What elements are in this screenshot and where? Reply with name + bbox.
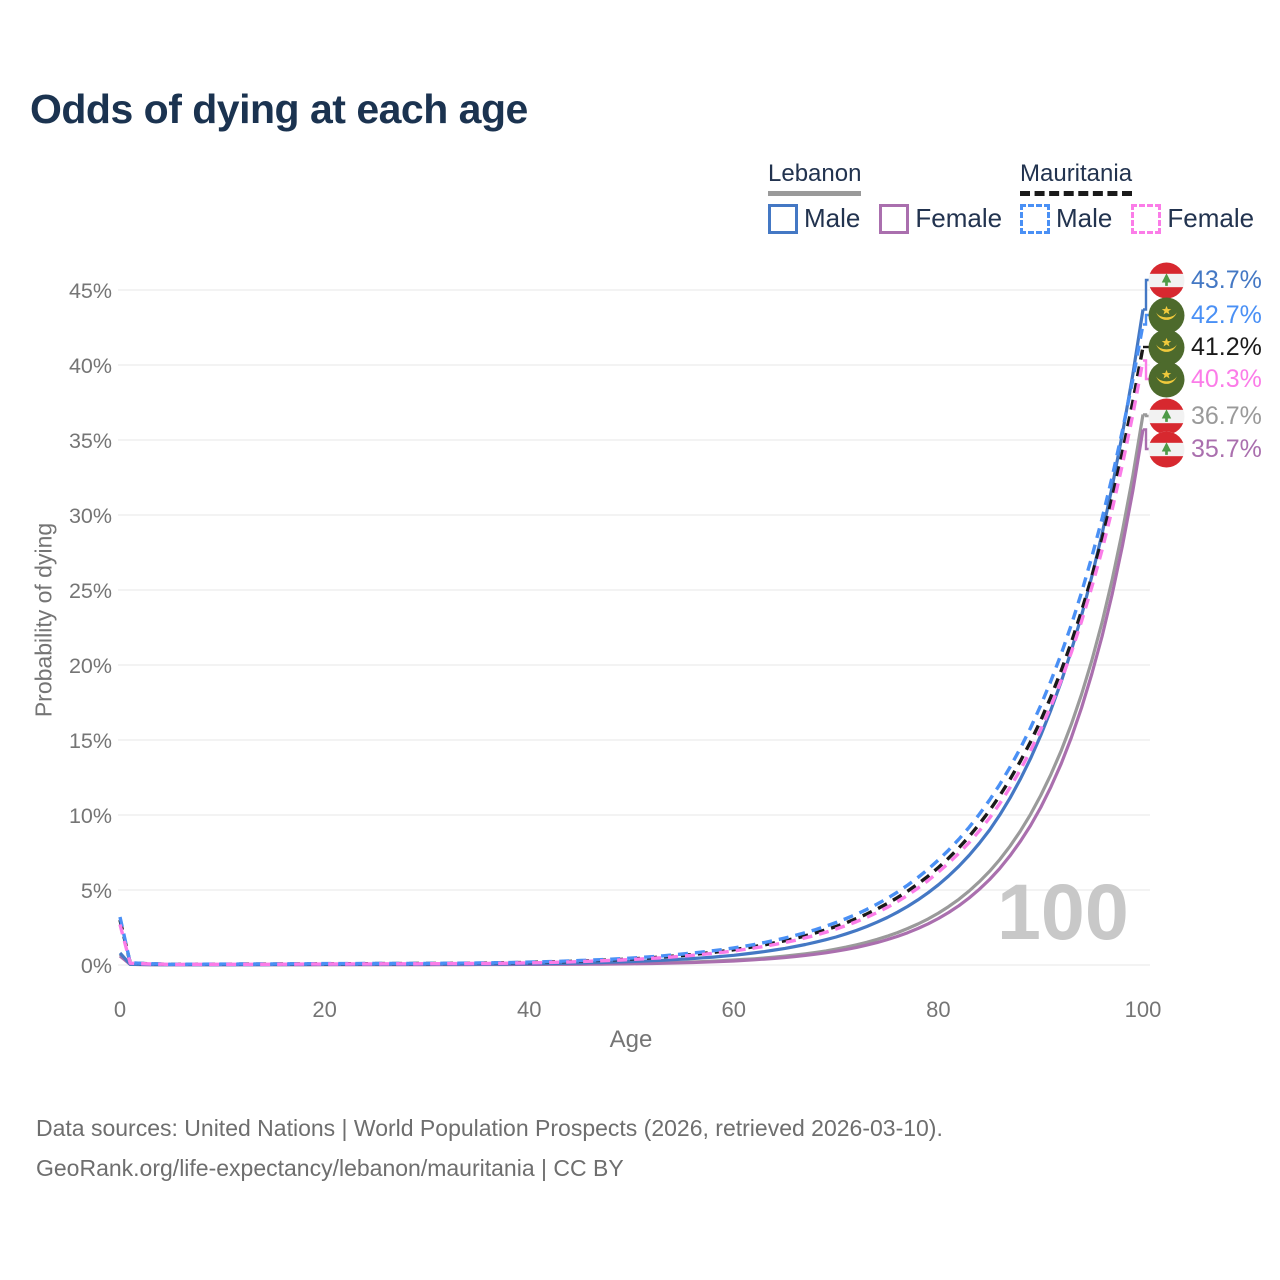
legend-row-mauritania: Male Female (1020, 203, 1273, 234)
y-tick-label: 40% (69, 354, 112, 378)
legend-item-label: Male (1056, 203, 1113, 233)
end-label-value: 40.3% (1191, 365, 1262, 393)
age-watermark: 100 (997, 867, 1129, 956)
mauritania-flag-icon (1148, 297, 1185, 334)
legend-item-lebanon-male[interactable]: Male (768, 203, 860, 234)
mauritania-male-swatch-icon (1020, 203, 1050, 234)
footer-attribution-line: GeoRank.org/life-expectancy/lebanon/maur… (36, 1155, 624, 1182)
x-tick-label: 20 (312, 997, 336, 1022)
end-label-value: 35.7% (1191, 435, 1262, 463)
x-tick-label: 40 (517, 997, 541, 1022)
y-tick-label: 5% (81, 879, 112, 903)
legend-item-lebanon-female[interactable]: Female (879, 203, 1002, 234)
lebanon-male-swatch-icon (768, 203, 798, 234)
page-title: Odds of dying at each age (30, 86, 528, 132)
end-label-35.7: 35.7% (1148, 431, 1262, 468)
mauritania-flag-icon (1148, 329, 1185, 366)
end-label-value: 42.7% (1191, 301, 1262, 329)
series-line-lebanon-male[interactable] (118, 309, 1145, 967)
legend-item-label: Female (915, 203, 1003, 233)
end-label-value: 36.7% (1191, 402, 1262, 430)
y-tick-label: 20% (69, 654, 112, 678)
y-tick-label: 15% (69, 729, 112, 753)
end-label-42.7: 42.7% (1148, 297, 1262, 334)
legend-row-lebanon: Male Female (768, 203, 1021, 234)
lebanon-flag-icon (1148, 262, 1185, 299)
lebanon-female-swatch-icon (879, 203, 910, 234)
y-tick-label: 25% (69, 579, 112, 603)
end-label-36.7: 36.7% (1148, 398, 1262, 435)
x-tick-label: 80 (926, 997, 950, 1022)
series-line-mauritania-female[interactable] (118, 360, 1145, 967)
legend-group-lebanon: Lebanon Male Female (768, 160, 1021, 234)
y-axis-title: Probability of dying (30, 522, 57, 718)
footer: Data sources: United Nations | World Pop… (36, 1108, 943, 1189)
y-tick-label: 30% (69, 504, 112, 528)
end-label-value: 41.2% (1191, 333, 1262, 361)
x-tick-label: 100 (1125, 997, 1162, 1022)
mauritania-female-swatch-icon (1131, 203, 1162, 234)
x-tick-label: 0 (114, 997, 126, 1022)
y-tick-label: 35% (69, 429, 112, 453)
footer-sources-line: Data sources: United Nations | World Pop… (36, 1115, 943, 1141)
legend-item-mauritania-female[interactable]: Female (1131, 203, 1254, 234)
series-line-lebanon-both-sexes[interactable] (118, 414, 1145, 967)
series-line-lebanon-female[interactable] (118, 429, 1145, 967)
legend-group-mauritania: Mauritania Male Female (1020, 160, 1273, 234)
legend-country-lebanon: Lebanon (768, 160, 862, 196)
legend-item-label: Male (804, 203, 861, 233)
end-label-41.2: 41.2% (1148, 329, 1262, 366)
lebanon-flag-icon (1148, 398, 1185, 435)
end-label-40.3: 40.3% (1148, 361, 1262, 398)
mauritania-flag-icon (1148, 361, 1185, 398)
series-line-mauritania-male[interactable] (118, 324, 1145, 966)
x-axis-title: Age (609, 1026, 653, 1053)
y-tick-label: 45% (69, 279, 112, 303)
x-tick-label: 60 (722, 997, 746, 1022)
lebanon-flag-icon (1148, 431, 1185, 468)
y-tick-label: 10% (69, 804, 112, 828)
legend-country-mauritania: Mauritania (1020, 160, 1133, 196)
end-label-value: 43.7% (1191, 266, 1262, 294)
y-tick-label: 0% (81, 954, 112, 978)
legend-item-label: Female (1167, 203, 1255, 233)
end-label-43.7: 43.7% (1148, 262, 1262, 299)
legend-item-mauritania-male[interactable]: Male (1020, 203, 1112, 234)
